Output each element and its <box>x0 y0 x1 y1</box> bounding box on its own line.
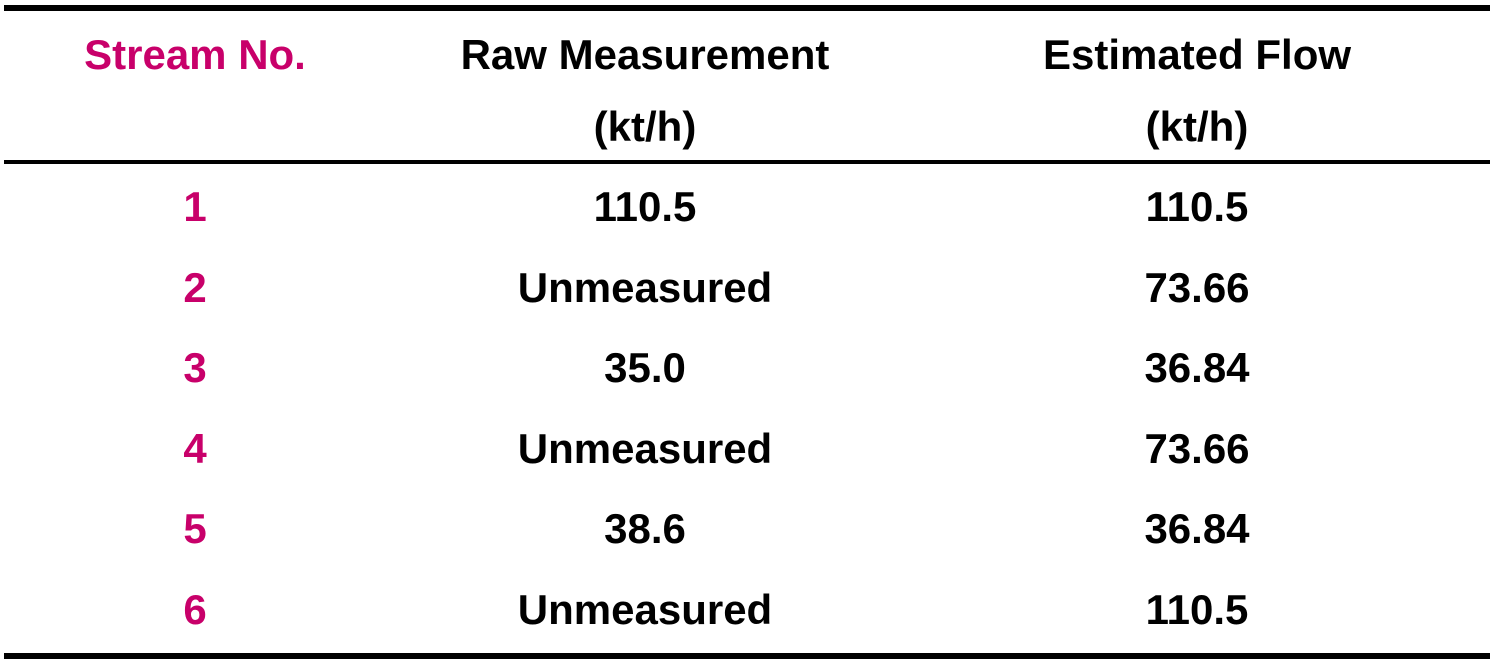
flow-table: Stream No. Raw Measurement (kt/h) Estima… <box>4 5 1490 659</box>
estimated-flow-cell: 36.84 <box>1144 344 1250 392</box>
stream-number-cell: 2 <box>183 263 207 311</box>
estimated-flow-cell: 110.5 <box>1145 585 1249 633</box>
header-rule <box>4 160 1490 164</box>
raw-measurement-cell: Unmeasured <box>517 263 773 311</box>
table-row: 2 Unmeasured 73.66 <box>4 248 1490 329</box>
raw-measurement-cell: Unmeasured <box>517 424 773 472</box>
table-row: 4 Unmeasured 73.66 <box>4 409 1490 490</box>
raw-measurement-cell: 38.6 <box>604 505 686 553</box>
header-raw-measurement: Raw Measurement (kt/h) <box>386 11 904 160</box>
header-stream-no: Stream No. <box>4 11 386 160</box>
estimated-flow-cell: 36.84 <box>1144 505 1250 553</box>
header-raw-measurement-unit: (kt/h) <box>593 103 697 150</box>
raw-measurement-cell: Unmeasured <box>517 585 773 633</box>
header-raw-measurement-line1: Raw Measurement <box>460 31 830 78</box>
stream-number-cell: 5 <box>183 505 207 553</box>
header-estimated-flow-unit: (kt/h) <box>1145 103 1249 150</box>
table-body: 1 110.5 110.5 2 Unmeasured 73.66 3 35.0 … <box>4 164 1490 653</box>
header-estimated-flow-line1: Estimated Flow <box>1042 31 1352 78</box>
stream-number-cell: 3 <box>183 344 207 392</box>
bottom-rule <box>4 653 1490 659</box>
stream-number-cell: 6 <box>183 585 207 633</box>
table-row: 1 110.5 110.5 <box>4 167 1490 248</box>
table-row: 6 Unmeasured 110.5 <box>4 570 1490 651</box>
stream-number-cell: 4 <box>183 424 207 472</box>
header-stream-no-label: Stream No. <box>84 31 306 78</box>
table-header: Stream No. Raw Measurement (kt/h) Estima… <box>4 11 1490 160</box>
table-row: 3 35.0 36.84 <box>4 328 1490 409</box>
raw-measurement-cell: 110.5 <box>593 183 697 231</box>
raw-measurement-cell: 35.0 <box>604 344 686 392</box>
header-estimated-flow: Estimated Flow (kt/h) <box>904 11 1490 160</box>
estimated-flow-cell: 73.66 <box>1144 263 1250 311</box>
estimated-flow-cell: 73.66 <box>1144 424 1250 472</box>
stream-number-cell: 1 <box>183 183 207 231</box>
estimated-flow-cell: 110.5 <box>1145 183 1249 231</box>
top-rule <box>4 5 1490 11</box>
table-row: 5 38.6 36.84 <box>4 489 1490 570</box>
